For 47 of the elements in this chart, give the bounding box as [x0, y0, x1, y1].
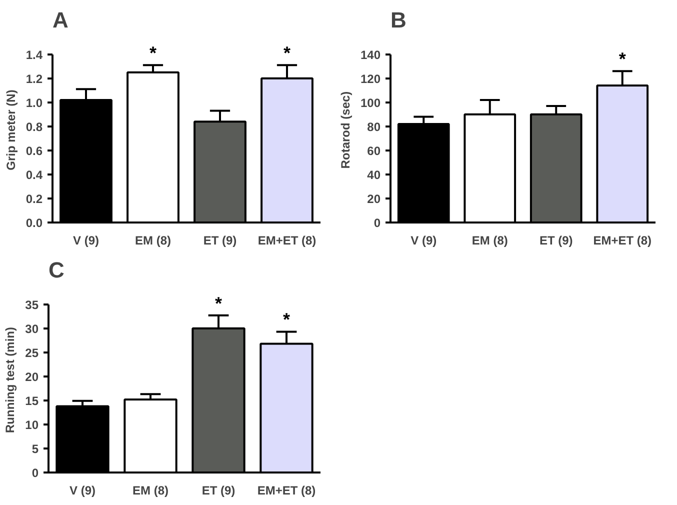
- y-tick-label: 40: [367, 168, 381, 182]
- y-tick-label: 20: [367, 192, 381, 206]
- y-tick-label: 1.4: [26, 48, 43, 62]
- x-tick-label: EM (8): [135, 234, 172, 248]
- annotation: *: [284, 43, 291, 64]
- y-tick-label: 20: [25, 370, 39, 384]
- x-tick-label: EM (8): [472, 234, 508, 248]
- y-axis-title: Grip meter (N): [4, 90, 18, 170]
- x-tick-label: V (9): [70, 484, 96, 498]
- chart-title: C: [48, 258, 64, 282]
- y-tick-label: 0.8: [26, 120, 43, 134]
- annotation: *: [215, 293, 222, 314]
- y-tick-label: 25: [25, 346, 39, 360]
- x-tick-label: EM+ET (8): [593, 234, 652, 248]
- y-axis-title: Running test (min): [3, 327, 18, 433]
- y-tick-label: 0: [32, 466, 39, 480]
- x-tick-label: EM+ET (8): [258, 234, 316, 248]
- x-tick-label: ET (9): [539, 234, 573, 248]
- y-tick-label: 15: [25, 394, 39, 408]
- y-tick-label: 0: [374, 216, 381, 230]
- x-tick-label: ET (9): [203, 234, 237, 248]
- y-tick-label: 80: [367, 120, 381, 134]
- y-tick-label: 30: [25, 322, 39, 336]
- x-tick-label: EM+ET (8): [257, 484, 316, 498]
- y-tick-label: 120: [360, 72, 381, 86]
- y-tick-label: 60: [367, 144, 381, 158]
- y-tick-label: 1.0: [26, 96, 43, 110]
- chart-title: A: [52, 8, 68, 32]
- y-tick-label: 35: [25, 298, 39, 312]
- x-tick-label: ET (9): [202, 484, 236, 498]
- x-tick-label: V (9): [410, 234, 437, 248]
- y-tick-label: 5: [32, 442, 39, 456]
- y-tick-label: 0.4: [26, 168, 43, 182]
- annotation: *: [150, 43, 157, 64]
- y-tick-label: 140: [360, 48, 381, 62]
- y-axis-title: Rotarod (sec): [338, 91, 352, 169]
- y-tick-label: 0.6: [26, 144, 43, 158]
- x-tick-label: EM (8): [132, 484, 169, 498]
- y-tick-label: 1.2: [26, 72, 43, 86]
- annotation: *: [283, 310, 290, 330]
- x-tick-label: V (9): [73, 234, 100, 248]
- chart-title: B: [390, 8, 406, 32]
- y-tick-label: 0.0: [26, 216, 43, 230]
- y-tick-label: 100: [360, 96, 381, 110]
- y-tick-label: 0.2: [26, 192, 43, 206]
- annotation: *: [618, 49, 626, 70]
- y-tick-label: 10: [25, 418, 39, 432]
